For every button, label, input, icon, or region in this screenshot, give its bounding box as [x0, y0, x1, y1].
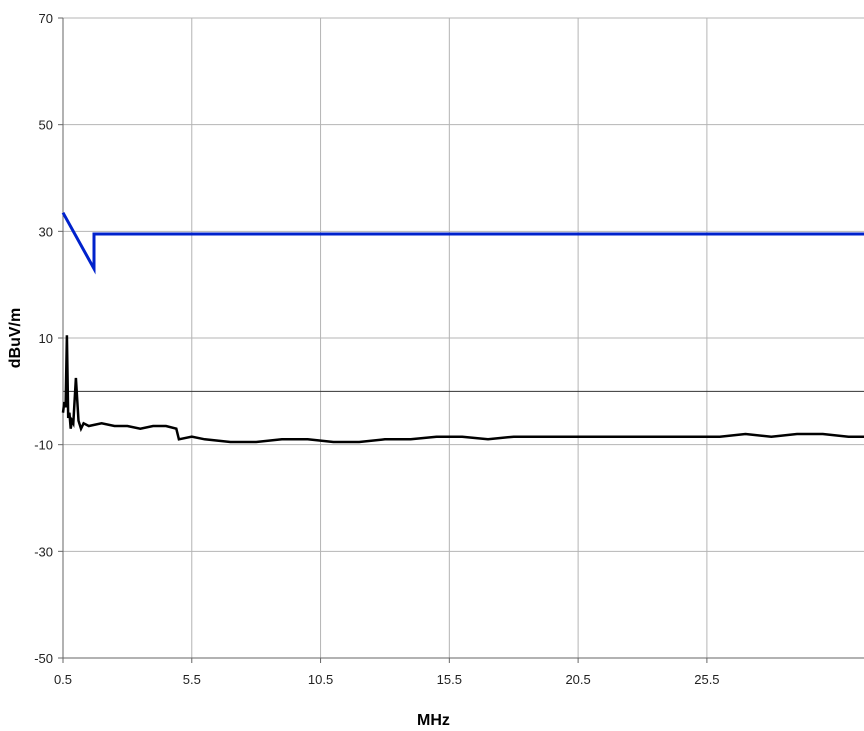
limit-line-series — [61, 211, 864, 275]
x-tick-label: 25.5 — [694, 672, 719, 687]
y-tick-label: 50 — [39, 118, 53, 133]
x-tick-label: 0.5 — [54, 672, 72, 687]
x-tick-label: 15.5 — [437, 672, 462, 687]
x-axis-title: MHz — [417, 712, 450, 729]
y-tick-label: 10 — [39, 331, 53, 346]
grid — [62, 17, 864, 659]
x-tick-label: 5.5 — [183, 672, 201, 687]
measurement-series — [61, 335, 864, 444]
y-tick-label: 70 — [39, 11, 53, 26]
y-axis-title: dBuV/m — [7, 308, 24, 368]
y-tick-label: -30 — [34, 544, 53, 559]
y-tick-label: -10 — [34, 438, 53, 453]
series-group — [61, 211, 864, 444]
y-axis-ticks: 70 50 30 10 -10 -30 -50 — [34, 11, 63, 666]
x-axis-ticks: 0.5 5.5 10.5 15.5 20.5 25.5 — [54, 658, 720, 687]
x-tick-label: 20.5 — [565, 672, 590, 687]
x-tick-label: 10.5 — [308, 672, 333, 687]
y-tick-label: 30 — [39, 224, 53, 239]
y-tick-label: -50 — [34, 651, 53, 666]
